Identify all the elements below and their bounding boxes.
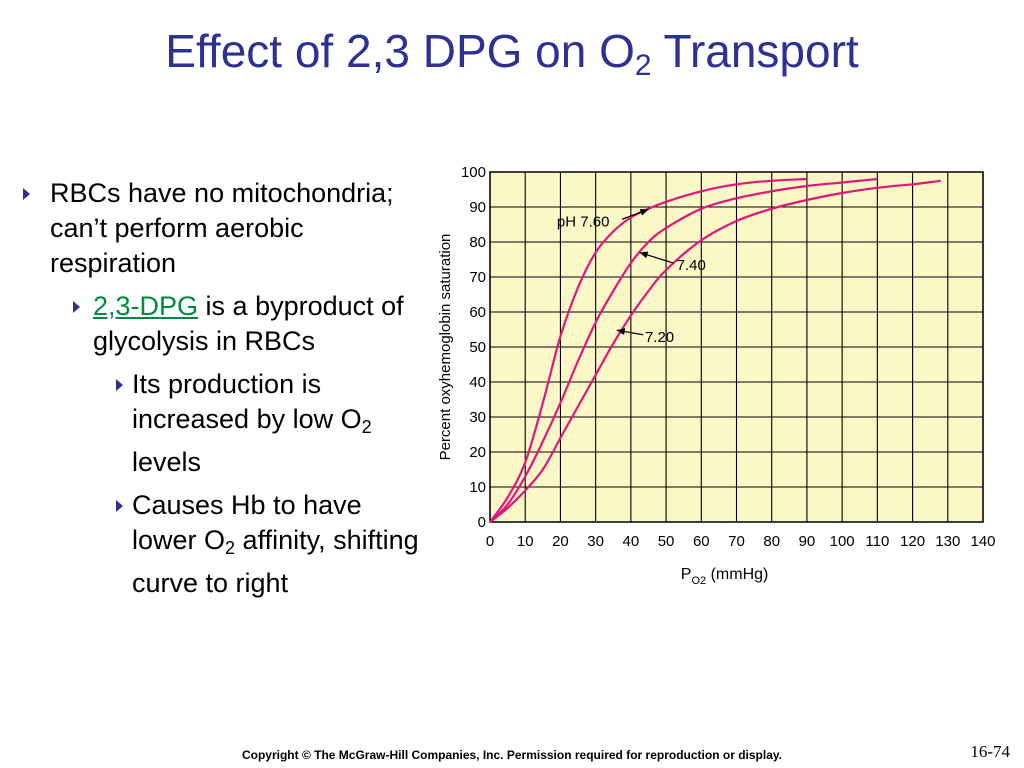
x-tick-label: 50	[658, 533, 675, 550]
y-axis-title: Percent oxyhemoglobin saturation	[437, 234, 454, 461]
slide-title: Effect of 2,3 DPG on O2 Transport	[0, 24, 1024, 83]
x-tick-label: 80	[763, 533, 780, 550]
y-tick-label: 50	[469, 339, 486, 356]
x-tick-label: 120	[900, 533, 925, 550]
x-tick-label: 20	[552, 533, 569, 550]
bullet-level1: RBCs have no mitochondria; can’t perform…	[20, 176, 420, 281]
subscript: 2	[361, 417, 372, 437]
title-subscript: 2	[634, 49, 652, 82]
bullet-list: RBCs have no mitochondria; can’t perform…	[20, 176, 420, 601]
curve-label: 7.20	[645, 329, 674, 346]
leader-arrowhead-icon	[616, 328, 626, 335]
y-tick-label: 60	[469, 304, 486, 321]
leader-arrowhead-icon	[639, 209, 649, 216]
bullet-arrow-icon	[73, 301, 80, 313]
oxyhemoglobin-chart: pH 7.607.407.20 0 10 20 30 40 50 60 70 80 90 100 11…	[437, 164, 996, 587]
y-tick-label: 20	[469, 444, 486, 461]
x-axis-title: PO2 (mmHg)	[681, 566, 769, 587]
x-tick-label: 130	[935, 533, 960, 550]
bullet-level3: Its production is increased by low O2 le…	[20, 367, 420, 480]
subscript: 2	[225, 538, 236, 558]
x-tick-label: 60	[693, 533, 710, 550]
curve-label: 7.40	[677, 257, 706, 274]
curve-ph-740	[489, 177, 878, 523]
slide-number: 16-74	[970, 742, 1010, 761]
title-text-end: Transport	[651, 25, 859, 77]
bullet-arrow-icon	[116, 500, 123, 512]
bullet-text: affinity, shifting curve to right	[132, 525, 419, 598]
dpg-link[interactable]: 2,3-DPG	[93, 291, 199, 321]
x-tick-label: 140	[970, 533, 995, 550]
copyright-notice: Copyright © The McGraw-Hill Companies, I…	[241, 748, 783, 762]
curve-ph-760	[489, 177, 807, 523]
y-tick-label: 40	[469, 374, 486, 391]
x-tick-label: 40	[623, 533, 640, 550]
x-tick-label: 70	[728, 533, 745, 550]
leader-arrowhead-icon	[639, 251, 649, 259]
bullet-text: Its production is increased by low O	[132, 369, 362, 434]
y-tick-label: 80	[469, 234, 486, 251]
x-tick-label: 0	[486, 533, 494, 550]
bullet-text: Causes Hb to have lower O	[132, 490, 362, 555]
bullet-text: levels	[132, 447, 202, 477]
y-tick-label: 90	[469, 199, 486, 216]
curve-label: pH 7.60	[557, 213, 610, 230]
curve-ph-720	[489, 179, 941, 523]
y-tick-label: 30	[469, 409, 486, 426]
x-tick-label: 110	[865, 533, 889, 550]
y-tick-label: 10	[469, 479, 486, 496]
bullet-text: RBCs have no mitochondria; can’t perform…	[50, 178, 394, 278]
bullet-arrow-icon	[23, 188, 30, 200]
y-tick-label: 100	[461, 164, 486, 181]
bullet-level3: Causes Hb to have lower O2 affinity, shi…	[20, 488, 420, 601]
title-text: Effect of 2,3 DPG on O	[165, 25, 635, 77]
bullet-text: is a byproduct of glycolysis in RBCs	[93, 291, 404, 356]
bullet-arrow-icon	[116, 379, 123, 391]
y-tick-label: 70	[469, 269, 486, 286]
x-tick-label: 30	[587, 533, 604, 550]
x-tick-label: 100	[830, 533, 855, 550]
x-tick-label: 90	[799, 533, 816, 550]
y-tick-label: 0	[478, 514, 486, 531]
bullet-level2: 2,3-DPG is a byproduct of glycolysis in …	[20, 289, 420, 359]
x-tick-label: 10	[517, 533, 534, 550]
